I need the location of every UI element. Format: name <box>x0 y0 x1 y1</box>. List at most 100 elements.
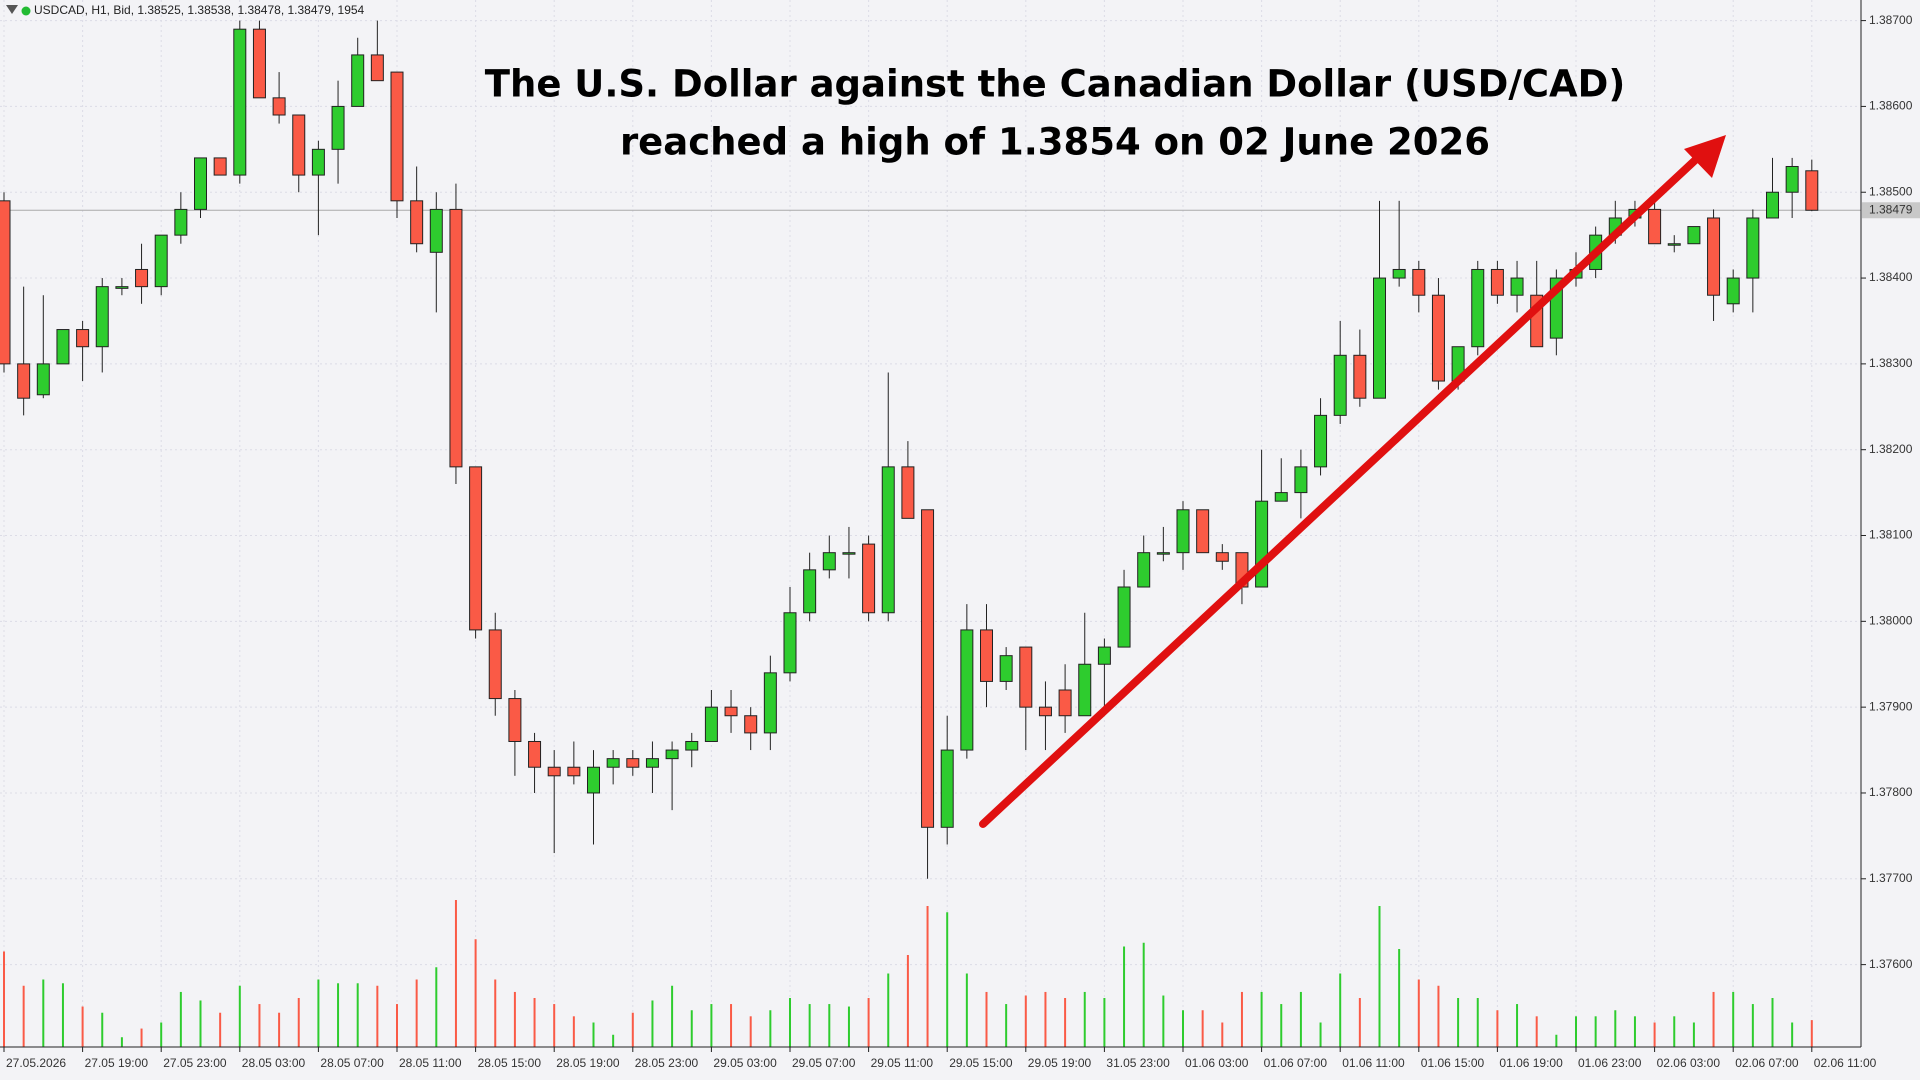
candle-body <box>351 54 365 107</box>
y-tick-label: 1.38200 <box>1869 442 1913 456</box>
x-tick-label: 02.06 07:00 <box>1735 1056 1799 1070</box>
candle-body <box>1274 492 1288 502</box>
candle-body <box>252 28 266 99</box>
x-tick-label: 31.05 23:00 <box>1106 1056 1170 1070</box>
x-tick-label: 29.05 11:00 <box>871 1056 934 1070</box>
x-tick-label: 28.05 23:00 <box>635 1056 699 1070</box>
x-tick-label: 01.06 19:00 <box>1499 1056 1563 1070</box>
candle-body <box>174 208 188 236</box>
x-tick-label: 01.06 23:00 <box>1578 1056 1642 1070</box>
candle-body <box>626 758 640 768</box>
y-tick-label: 1.37600 <box>1869 957 1913 971</box>
candle-body <box>449 208 463 468</box>
candle-body <box>1726 277 1740 305</box>
y-tick-label: 1.38000 <box>1869 614 1913 628</box>
candle-body <box>1215 552 1229 562</box>
x-tick-label: 27.05 23:00 <box>163 1056 227 1070</box>
candle-body <box>331 105 345 150</box>
candle-body <box>1766 191 1779 219</box>
y-tick-label: 1.38300 <box>1869 356 1913 370</box>
candle-body <box>1097 646 1111 665</box>
candle-body <box>763 672 777 734</box>
candle-body <box>1019 646 1033 708</box>
candle-body <box>1392 268 1406 279</box>
candle-body <box>1196 509 1210 554</box>
x-tick-label: 29.05 15:00 <box>949 1056 1013 1070</box>
y-tick-label: 1.38600 <box>1869 99 1913 113</box>
y-tick-label: 1.38400 <box>1869 270 1913 284</box>
x-tick-label: 28.05 19:00 <box>556 1056 620 1070</box>
y-tick-label: 1.37700 <box>1869 871 1913 885</box>
candle-body <box>1176 509 1190 554</box>
candle-body <box>724 706 738 717</box>
candle-body <box>822 552 836 571</box>
x-tick-label: 02.06 11:00 <box>1814 1056 1877 1070</box>
candle-body <box>1333 354 1347 416</box>
y-tick-label: 1.38700 <box>1869 13 1913 27</box>
x-tick-label: 27.05 19:00 <box>85 1056 149 1070</box>
candle-body <box>862 543 876 614</box>
current-price-label: 1.38479 <box>1869 202 1913 216</box>
candle-body <box>1490 268 1504 296</box>
x-tick-label: 28.05 07:00 <box>320 1056 384 1070</box>
x-tick-label: 01.06 15:00 <box>1421 1056 1485 1070</box>
candle-body <box>1038 706 1052 717</box>
candle-body <box>645 758 659 768</box>
y-tick-label: 1.38100 <box>1869 528 1913 542</box>
x-tick-label: 01.06 11:00 <box>1342 1056 1405 1070</box>
candle-body <box>665 749 679 760</box>
candle-body <box>508 698 522 742</box>
y-tick-label: 1.37800 <box>1869 785 1913 799</box>
trend-arrow <box>979 135 1726 828</box>
candle-body <box>606 758 620 768</box>
candle-body <box>842 552 856 555</box>
x-tick-label: 02.06 03:00 <box>1657 1056 1721 1070</box>
candle-body <box>528 740 542 768</box>
candle-body <box>1805 170 1819 211</box>
arrow-shaft <box>979 147 1709 828</box>
candle-body <box>292 114 306 176</box>
candle-body <box>154 234 168 288</box>
candle-body <box>1078 663 1092 717</box>
candle-body <box>410 200 424 245</box>
candle-body <box>1707 217 1721 296</box>
candle-body <box>901 466 915 519</box>
candle-body <box>1255 500 1269 588</box>
candle-body <box>272 97 286 116</box>
candle-body <box>1058 689 1072 717</box>
candle-body <box>1137 552 1151 588</box>
candle-body <box>488 629 502 700</box>
candle-body <box>1471 268 1485 348</box>
candle-body <box>95 286 109 348</box>
x-tick-label: 28.05 11:00 <box>399 1056 462 1070</box>
candle-body <box>56 329 70 365</box>
candle-body <box>685 740 699 751</box>
y-tick-label: 1.37900 <box>1869 699 1913 713</box>
x-tick-label: 29.05 19:00 <box>1028 1056 1092 1070</box>
candle-body <box>0 200 11 365</box>
menu-triangle[interactable] <box>6 5 18 14</box>
candle-body <box>1510 277 1524 296</box>
candle-body <box>311 148 325 176</box>
annotation-title: reached a high of 1.3854 on 02 June 2026 <box>620 121 1490 164</box>
x-tick-label: 01.06 03:00 <box>1185 1056 1249 1070</box>
candle-body <box>783 612 797 674</box>
candle-body <box>115 286 129 289</box>
candle-body <box>469 466 483 631</box>
candle-body <box>1373 277 1386 399</box>
candle-body <box>233 28 247 176</box>
candle-body <box>76 329 90 348</box>
x-tick-label: 29.05 03:00 <box>713 1056 777 1070</box>
symbol-header: USDCAD, H1, Bid, 1.38525, 1.38538, 1.384… <box>34 3 365 17</box>
candle-body <box>1117 586 1131 648</box>
x-tick-label: 01.06 07:00 <box>1264 1056 1328 1070</box>
candle-body <box>135 268 149 288</box>
axes: 1.38700 1.38600 1.38500 1.38400 1.38300 1.382… <box>3 13 1920 1070</box>
candle-body <box>1156 552 1170 555</box>
candle-body <box>1314 414 1328 468</box>
candle-body <box>940 749 954 828</box>
candle-body <box>1294 466 1308 494</box>
